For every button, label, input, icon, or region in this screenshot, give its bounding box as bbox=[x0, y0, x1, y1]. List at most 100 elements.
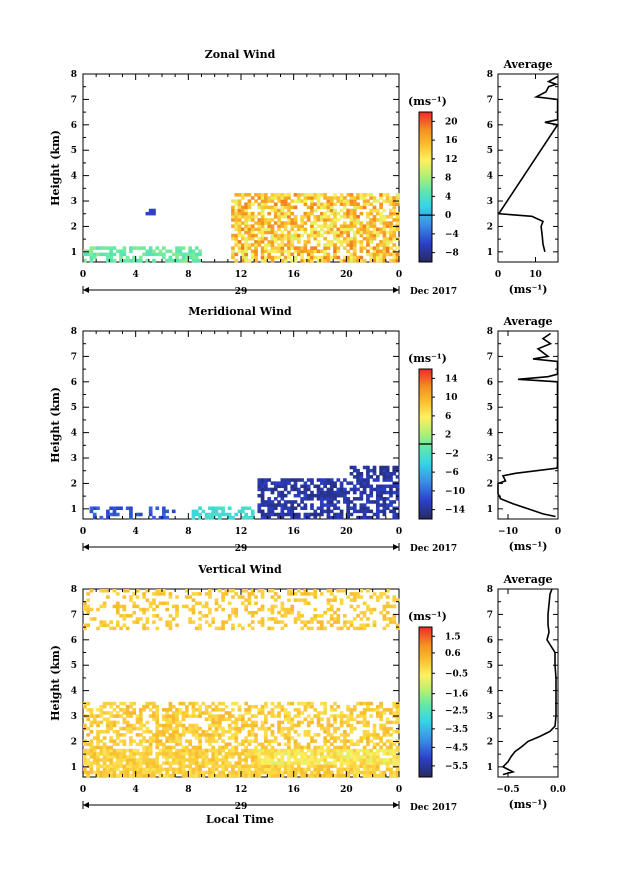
heatmap-cell bbox=[287, 230, 291, 235]
heatmap-cell bbox=[372, 607, 377, 612]
heatmap-cell bbox=[392, 230, 397, 235]
heatmap-cell bbox=[247, 623, 252, 627]
heatmap-cell bbox=[129, 258, 133, 263]
heatmap-cell bbox=[227, 711, 232, 715]
heatmap-cell bbox=[296, 487, 301, 492]
heatmap-cell bbox=[171, 770, 176, 775]
heatmap-cell bbox=[145, 739, 150, 743]
heatmap-cell bbox=[310, 717, 314, 721]
heatmap-cell bbox=[375, 484, 380, 489]
heatmap-cell bbox=[86, 726, 90, 731]
heatmap-cell bbox=[270, 751, 275, 756]
heatmap-cell bbox=[277, 761, 281, 765]
heatmap-cell bbox=[247, 730, 252, 734]
heatmap-cell bbox=[379, 252, 383, 257]
heatmap-cell bbox=[389, 500, 393, 504]
heatmap-cell bbox=[254, 252, 258, 257]
heatmap-cell bbox=[352, 704, 357, 709]
heatmap-cell bbox=[175, 770, 179, 775]
heatmap-cell bbox=[336, 230, 341, 235]
heatmap-cell bbox=[336, 512, 341, 517]
heatmap-cell bbox=[362, 623, 367, 627]
heatmap-cell bbox=[83, 258, 87, 263]
heatmap-cell bbox=[119, 773, 123, 778]
heatmap-cell bbox=[250, 704, 255, 709]
heatmap-cell bbox=[320, 509, 324, 514]
heatmap-cell bbox=[293, 255, 298, 260]
heatmap-cell bbox=[155, 506, 160, 510]
heatmap-cell bbox=[224, 592, 229, 596]
heatmap-cell bbox=[293, 487, 298, 492]
heatmap-cell bbox=[165, 767, 169, 772]
heatmap-cell bbox=[339, 717, 344, 721]
heatmap-cell bbox=[389, 509, 393, 514]
average-y-tick-label: 7 bbox=[487, 95, 493, 105]
heatmap-cell bbox=[316, 626, 321, 631]
heatmap-cell bbox=[290, 506, 295, 510]
heatmap-cell bbox=[382, 770, 387, 775]
heatmap-cell bbox=[313, 509, 318, 514]
heatmap-cell bbox=[273, 196, 278, 200]
heatmap-cell bbox=[165, 726, 169, 731]
heatmap-cell bbox=[99, 711, 104, 715]
heatmap-cell bbox=[343, 236, 347, 241]
heatmap-cell bbox=[379, 595, 383, 599]
heatmap-cell bbox=[194, 512, 199, 517]
heatmap-cell bbox=[214, 509, 219, 514]
heatmap-cell bbox=[227, 617, 232, 621]
heatmap-cell bbox=[112, 751, 117, 756]
heatmap-cell bbox=[392, 202, 397, 206]
heatmap-cell bbox=[148, 246, 153, 250]
heatmap-cell bbox=[231, 767, 235, 772]
heatmap-cell bbox=[306, 764, 311, 768]
heatmap-cell bbox=[214, 733, 219, 737]
heatmap-cell bbox=[89, 252, 94, 257]
heatmap-cell bbox=[191, 592, 196, 596]
heatmap-cell bbox=[208, 711, 212, 715]
heatmap-cell bbox=[366, 481, 370, 485]
heatmap-cell bbox=[237, 751, 242, 756]
heatmap-cell bbox=[201, 748, 206, 753]
heatmap-cell bbox=[145, 730, 150, 734]
heatmap-cell bbox=[125, 714, 130, 718]
heatmap-cell bbox=[83, 767, 87, 772]
heatmap-cell bbox=[316, 258, 321, 263]
panel-title: Vertical Wind bbox=[197, 563, 282, 576]
heatmap-cell bbox=[264, 227, 268, 232]
heatmap-cell bbox=[204, 711, 209, 715]
heatmap-cell bbox=[287, 726, 291, 731]
heatmap-cell bbox=[283, 481, 288, 485]
heatmap-cell bbox=[385, 475, 390, 479]
heatmap-cell bbox=[168, 745, 173, 750]
heatmap-cell bbox=[247, 711, 252, 715]
heatmap-cell bbox=[162, 733, 166, 737]
heatmap-cell bbox=[231, 607, 235, 612]
heatmap-cell bbox=[277, 211, 281, 216]
heatmap-cell bbox=[221, 767, 225, 772]
heatmap-cell bbox=[260, 221, 265, 225]
heatmap-cell bbox=[306, 193, 311, 197]
heatmap-cell bbox=[296, 236, 301, 241]
heatmap-cell bbox=[138, 246, 143, 250]
heatmap-cell bbox=[247, 506, 252, 510]
heatmap-cell bbox=[188, 723, 193, 728]
heatmap-cell bbox=[217, 604, 222, 609]
heatmap-cell bbox=[369, 515, 374, 520]
heatmap-cell bbox=[227, 512, 232, 517]
heatmap-cell bbox=[280, 770, 285, 775]
heatmap-cell bbox=[214, 626, 219, 631]
heatmap-cell bbox=[191, 733, 196, 737]
heatmap-cell bbox=[375, 493, 380, 498]
heatmap-cell bbox=[316, 497, 321, 501]
date-label: 29 bbox=[235, 287, 248, 297]
heatmap-cell bbox=[208, 607, 212, 612]
heatmap-cell bbox=[333, 708, 337, 712]
heatmap-cell bbox=[277, 758, 281, 762]
heatmap-cell bbox=[241, 258, 245, 263]
heatmap-cell bbox=[194, 745, 199, 750]
heatmap-cells bbox=[83, 589, 400, 778]
heatmap-cell bbox=[369, 758, 374, 762]
heatmap-cell bbox=[257, 748, 262, 753]
heatmap-cell bbox=[352, 708, 357, 712]
heatmap-cell bbox=[273, 215, 278, 219]
